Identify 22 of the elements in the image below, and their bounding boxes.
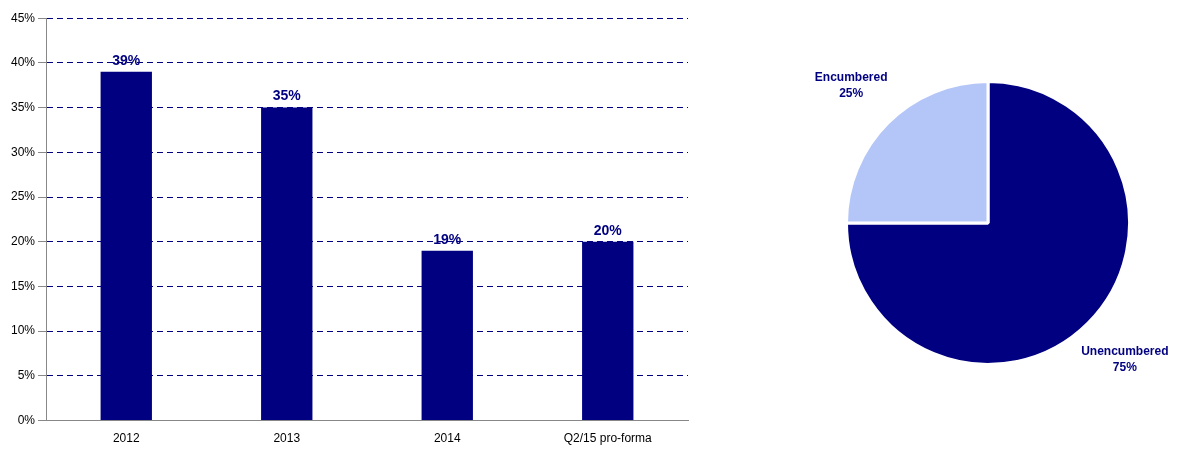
data-label: 25% (839, 86, 864, 101)
y-tick-label: 35% (10, 99, 36, 114)
y-tick-label: 15% (10, 278, 36, 293)
y-tick-label: 10% (10, 323, 36, 338)
y-tick-label: 5% (17, 368, 36, 383)
x-tick-label: 2014 (433, 431, 461, 446)
data-label: 35% (272, 87, 302, 104)
y-tick-label: 45% (10, 10, 36, 25)
y-tick-label: 40% (10, 55, 36, 70)
data-label: 19% (433, 230, 462, 247)
data-label: 75% (1112, 360, 1138, 375)
y-tick-label: 20% (10, 234, 36, 249)
data-label: 20% (593, 221, 623, 238)
slice-label: Encumbered (814, 70, 888, 85)
x-tick-label: 2013 (273, 431, 301, 446)
y-tick-label: 0% (17, 412, 36, 427)
y-tick-label: 25% (10, 189, 36, 204)
y-tick-label: 30% (10, 144, 36, 159)
x-tick-label: Q2/15 pro-forma (563, 431, 653, 446)
slice-label: Unencumbered (1081, 344, 1169, 359)
data-label: 39% (112, 51, 141, 68)
x-tick-label: 2012 (112, 431, 140, 446)
